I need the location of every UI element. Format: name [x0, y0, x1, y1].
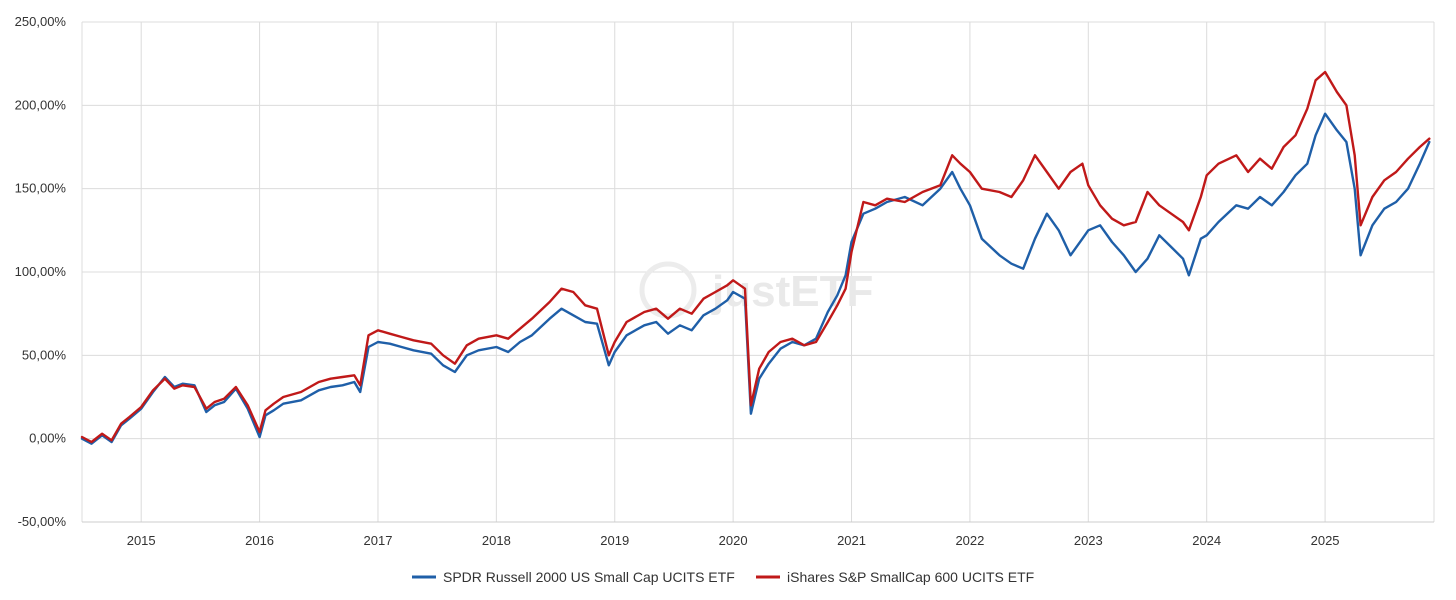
- legend-label: iShares S&P SmallCap 600 UCITS ETF: [787, 569, 1034, 585]
- x-tick-label: 2018: [482, 533, 511, 548]
- x-tick-label: 2016: [245, 533, 274, 548]
- x-tick-label: 2020: [719, 533, 748, 548]
- y-tick-label: 250,00%: [15, 14, 67, 29]
- y-tick-label: 100,00%: [15, 264, 67, 279]
- series-line-2[interactable]: [80, 70, 1431, 444]
- legend-item-1[interactable]: SPDR Russell 2000 US Small Cap UCITS ETF: [412, 569, 735, 585]
- x-tick-label: 2019: [600, 533, 629, 548]
- x-tick-label: 2023: [1074, 533, 1103, 548]
- legend-label: SPDR Russell 2000 US Small Cap UCITS ETF: [443, 569, 735, 585]
- x-tick-label: 2024: [1192, 533, 1221, 548]
- x-tick-label: 2021: [837, 533, 866, 548]
- x-tick-label: 2017: [364, 533, 393, 548]
- series-line-1[interactable]: [80, 112, 1431, 445]
- axes: -50,00% 0,00% 50,00% 100,00% 150,00% 200,00% 2…: [15, 14, 1435, 548]
- legend[interactable]: SPDR Russell 2000 US Small Cap UCITS ETF…: [412, 569, 1034, 585]
- y-tick-label: -50,00%: [18, 514, 67, 529]
- x-tick-label: 2022: [955, 533, 984, 548]
- grid-lines: [82, 21, 1434, 523]
- series-lines: [80, 70, 1431, 445]
- y-tick-label: 50,00%: [22, 347, 67, 362]
- x-tick-label: 2025: [1311, 533, 1340, 548]
- watermark-logo-icon: [639, 261, 697, 319]
- x-tick-label: 2015: [127, 533, 156, 548]
- y-tick-label: 200,00%: [15, 97, 67, 112]
- legend-item-2[interactable]: iShares S&P SmallCap 600 UCITS ETF: [756, 569, 1034, 585]
- y-tick-label: 0,00%: [29, 431, 66, 446]
- y-tick-label: 150,00%: [15, 181, 67, 196]
